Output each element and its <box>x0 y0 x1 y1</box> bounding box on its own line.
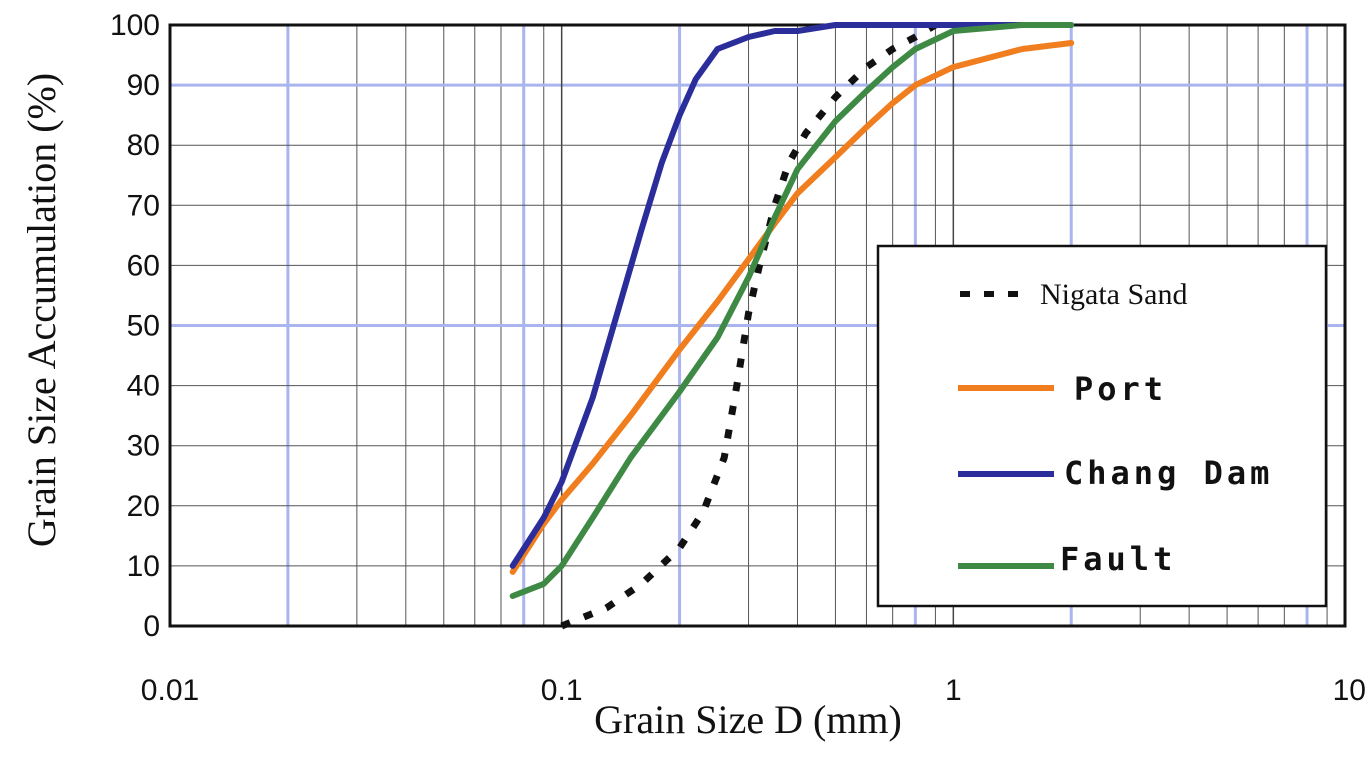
y-tick-label: 10 <box>127 550 160 583</box>
legend-label-port: Port <box>1074 370 1167 408</box>
x-tick-label: 1 <box>945 674 962 707</box>
x-axis-title: Grain Size D (mm) <box>594 697 902 742</box>
series-layer <box>509 21 1075 630</box>
series-line-fault <box>509 22 1075 599</box>
x-tick-label: 0.01 <box>141 674 199 707</box>
y-tick-label: 70 <box>127 189 160 222</box>
series-line-chang-dam <box>509 22 1075 569</box>
y-tick-label: 0 <box>143 610 160 643</box>
legend-box <box>876 244 1328 608</box>
x-tick-labels: 0.01 0.1 1 10 <box>141 674 1366 707</box>
legend: Nigata Sand Port Chang Dam Fault <box>876 244 1328 608</box>
legend-label-chang-dam: Chang Dam <box>1064 454 1273 492</box>
y-tick-label: 100 <box>110 9 160 42</box>
legend-label-fault: Fault <box>1060 540 1176 578</box>
y-tick-label: 50 <box>127 310 160 343</box>
y-tick-label: 30 <box>127 430 160 463</box>
y-tick-labels: 0 10 20 30 40 50 60 70 80 90 100 <box>110 9 160 643</box>
y-tick-label: 80 <box>127 129 160 162</box>
x-tick-label: 0.1 <box>541 674 583 707</box>
y-tick-label: 40 <box>127 370 160 403</box>
x-tick-label: 10 <box>1333 674 1366 707</box>
y-tick-label: 90 <box>127 69 160 102</box>
plot-frame <box>168 23 1347 628</box>
series-line-nigata-sand <box>560 21 938 630</box>
y-tick-label: 60 <box>127 249 160 282</box>
y-tick-label: 20 <box>127 490 160 523</box>
y-axis-title: Grain Size Accumulation (%) <box>19 73 64 547</box>
legend-label-nigata-sand: Nigata Sand <box>1040 278 1187 311</box>
